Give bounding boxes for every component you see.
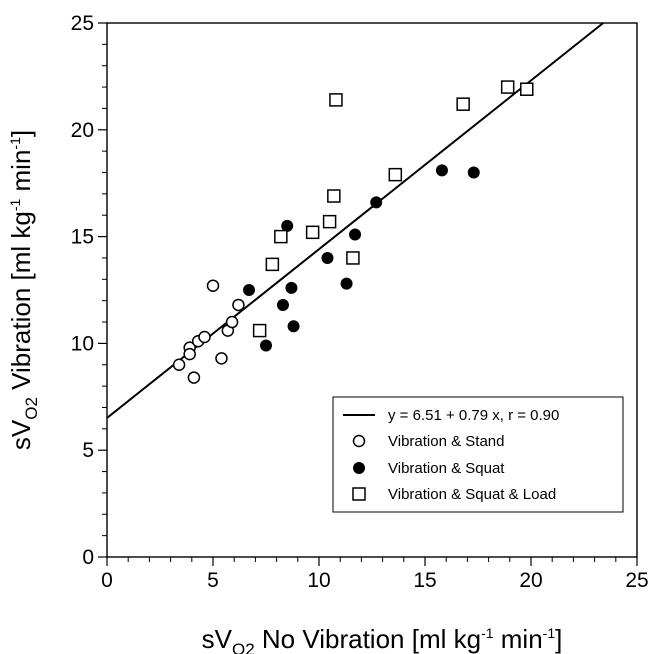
y-tick-label: 5: [82, 439, 94, 462]
y-axis-title: sVO2 Vibration [ml kg-1 min-1]: [6, 130, 41, 450]
y-tick-label: 0: [82, 546, 94, 569]
data-point-series-2: [276, 298, 289, 311]
data-point-series-2: [467, 166, 480, 179]
y-tick-label: 20: [71, 119, 94, 142]
data-point-series-3: [265, 257, 280, 272]
data-point-series-2: [435, 164, 448, 177]
legend-label: y = 6.51 + 0.79 x, r = 0.90: [388, 407, 559, 424]
data-point-series-2: [321, 251, 334, 264]
data-point-series-3: [388, 167, 403, 182]
data-point-series-3: [322, 214, 337, 229]
plot-frame: [106, 22, 638, 558]
data-point-series-3: [346, 251, 360, 265]
x-tick-label: 5: [207, 569, 219, 592]
data-point-series-1: [172, 358, 186, 372]
data-point-series-2: [370, 196, 383, 209]
data-points: [172, 80, 534, 384]
data-point-series-3: [252, 323, 267, 338]
data-point-series-3: [305, 225, 320, 240]
regression-line: [106, 22, 604, 419]
legend: y = 6.51 + 0.79 x, r = 0.90 Vibration & S…: [332, 396, 624, 513]
x-axis-title: sVO2 No Vibration [ml kg-1 min-1]: [202, 624, 563, 654]
x-tick-label: 15: [413, 569, 436, 592]
data-point-series-3: [500, 80, 515, 94]
data-point-series-2: [243, 284, 256, 296]
y-tick-label: 10: [71, 332, 94, 355]
data-point-series-3: [456, 97, 470, 111]
legend-marker: [352, 487, 366, 501]
y-tick-label: 25: [71, 12, 94, 35]
data-point-series-1: [183, 347, 196, 361]
data-point-series-1: [225, 315, 239, 329]
plot-axes: 0 5 10 15 20 25 0 5 10 15 20 25: [71, 12, 649, 592]
data-point-series-3: [327, 189, 341, 203]
x-tick-label: 25: [625, 569, 648, 592]
data-point-series-1: [187, 371, 201, 384]
x-tick-label: 20: [519, 569, 542, 592]
data-point-series-2: [349, 228, 362, 241]
legend-box: [332, 396, 624, 513]
x-tick-label: 0: [101, 569, 113, 592]
x-tick-label: 10: [307, 569, 330, 592]
data-point-series-1: [232, 298, 245, 312]
legend-label: Vibration & Stand: [388, 433, 504, 450]
data-point-series-2: [285, 281, 298, 294]
data-point-series-2: [281, 219, 294, 232]
fit-line-layer: [106, 22, 604, 419]
data-point-series-1: [215, 352, 228, 365]
data-point-series-2: [260, 339, 272, 352]
data-point-series-1: [198, 330, 211, 344]
data-point-series-3: [274, 229, 288, 244]
data-point-series-2: [287, 320, 300, 333]
data-point-series-2: [340, 277, 353, 290]
data-point-series-1: [206, 279, 220, 292]
data-point-series-3: [329, 93, 343, 107]
y-tick-label: 15: [71, 226, 94, 249]
data-point-series-3: [520, 82, 534, 96]
legend-marker: [352, 434, 366, 448]
legend-label: Vibration & Squat & Load: [388, 486, 556, 503]
legend-marker: [353, 462, 365, 474]
legend-label: Vibration & Squat: [388, 460, 505, 477]
